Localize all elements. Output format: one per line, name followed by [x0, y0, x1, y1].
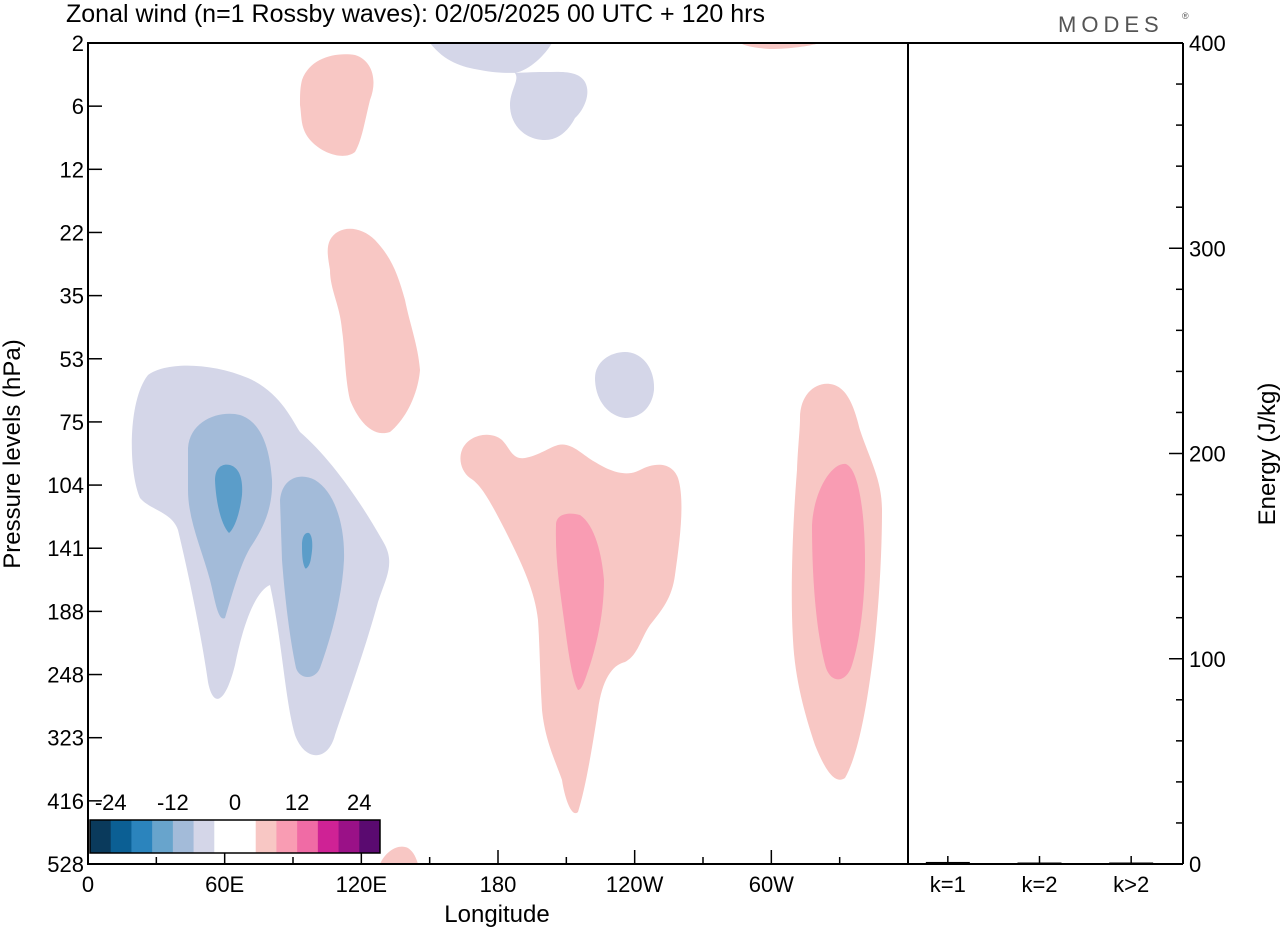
y-tick-label: 416 — [47, 789, 84, 814]
colorbar-label: -12 — [157, 790, 189, 815]
colorbar-swatch — [338, 820, 360, 853]
x-tick-label: 120E — [336, 872, 387, 897]
neg-strong-core-a — [215, 464, 243, 533]
pos-weak-region-edge — [740, 43, 820, 49]
colorbar-swatch — [276, 820, 298, 853]
energy-category-label: k=1 — [930, 872, 966, 897]
colorbar-swatch — [297, 820, 319, 853]
colorbar-label: 24 — [347, 790, 371, 815]
y-axis-label: Pressure levels (hPa) — [0, 339, 26, 568]
colorbar-swatch — [193, 820, 215, 853]
x-tick-label: 0 — [82, 872, 94, 897]
colorbar-swatch — [235, 820, 257, 853]
colorbar-swatch — [317, 820, 340, 853]
neg-mid-region-b — [280, 476, 345, 677]
x-tick-label: 60W — [749, 872, 794, 897]
y-tick-label: 75 — [60, 410, 84, 435]
pos-mid-region-far — [812, 463, 865, 680]
neg-weak-region-top — [430, 43, 588, 140]
negative-strong-cores — [215, 464, 313, 569]
colorbar-swatch — [172, 820, 195, 853]
y-tick-label: 188 — [47, 599, 84, 624]
colorbar-swatch — [255, 820, 277, 853]
y-tick-label: 141 — [47, 536, 84, 561]
x-tick-label: 60E — [205, 872, 244, 897]
y-tick-label: 6 — [72, 94, 84, 119]
y-tick-label: 248 — [47, 663, 84, 688]
y-tick-label: 2 — [72, 31, 84, 56]
energy-tick-label: 200 — [1189, 442, 1226, 467]
y-tick-label: 53 — [60, 347, 84, 372]
contour-panel: 0 60E 120E 180 120W 60W 2 6 12 22 35 53 75 104 141 188 2… — [47, 31, 909, 897]
energy-category-label: k>2 — [1113, 872, 1149, 897]
neg-strong-core-b — [302, 532, 313, 569]
pos-weak-region-top — [300, 54, 374, 156]
colorbar-swatch — [131, 820, 153, 853]
colorbar-swatch — [152, 820, 174, 853]
brand-logo: MODES — [1058, 12, 1164, 37]
left-axes: 0 60E 120E 180 120W 60W 2 6 12 22 35 53 75 104 141 188 2… — [47, 31, 909, 897]
colorbar-frame — [89, 819, 381, 854]
colorbar: -24 -12 0 12 24 — [89, 790, 381, 854]
x-tick-label: 120W — [606, 872, 664, 897]
energy-category-label: k=2 — [1021, 872, 1057, 897]
y-tick-label: 323 — [47, 726, 84, 751]
y-tick-label: 35 — [60, 284, 84, 309]
y-tick-label: 104 — [47, 473, 84, 498]
y-tick-label: 528 — [47, 852, 84, 877]
colorbar-swatch — [214, 820, 236, 853]
y-tick-label: 12 — [60, 157, 84, 182]
positive-mid-regions — [555, 463, 865, 690]
pos-weak-region-bottom — [380, 846, 418, 864]
colorbar-swatch — [359, 820, 381, 853]
neg-weak-region-west — [131, 365, 390, 756]
energy-tick-label: 300 — [1189, 236, 1226, 261]
energy-axis-label: Energy (J/kg) — [1254, 383, 1280, 526]
brand-mark: ® — [1182, 11, 1189, 21]
positive-weak-regions — [300, 43, 882, 864]
energy-panel: 0 100 200 300 400 k=1 k=2 k>2 — [908, 31, 1226, 897]
neg-weak-region-blob — [595, 352, 655, 418]
colorbar-label: -24 — [95, 790, 127, 815]
energy-tick-label: 0 — [1189, 852, 1201, 877]
colorbar-swatch — [110, 820, 132, 853]
colorbar-swatch — [90, 820, 112, 853]
energy-tick-label: 400 — [1189, 31, 1226, 56]
colorbar-label: 12 — [285, 790, 309, 815]
pos-weak-region-mid — [327, 228, 420, 434]
colorbar-label: 0 — [229, 790, 241, 815]
chart-title: Zonal wind (n=1 Rossby waves): 02/05/202… — [66, 0, 765, 28]
energy-tick-label: 100 — [1189, 647, 1226, 672]
x-axis-label: Longitude — [444, 901, 549, 928]
y-tick-label: 22 — [60, 220, 84, 245]
x-tick-label: 180 — [480, 872, 517, 897]
pos-mid-region-right — [555, 513, 604, 690]
